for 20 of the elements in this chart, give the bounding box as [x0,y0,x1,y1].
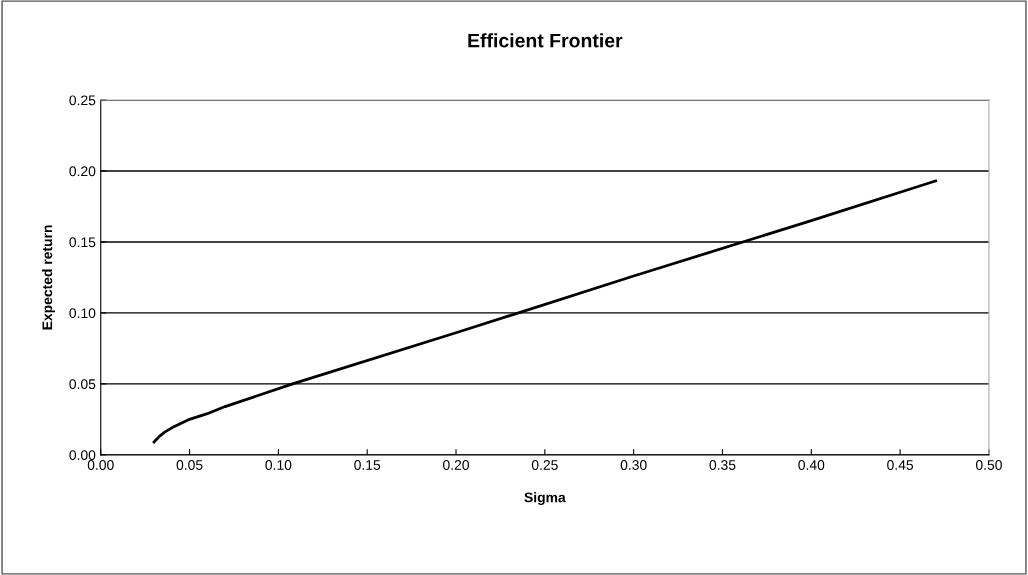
x-tick-label: 0.45 [887,460,914,470]
y-tick-label: 0.20 [69,166,96,177]
x-tick-label: 0.40 [798,460,825,470]
y-tick-label: 0.00 [69,450,96,460]
y-tick-label: 0.15 [69,237,96,248]
y-tick-label: 0.05 [69,379,96,390]
x-tick-label: 0.35 [709,460,736,470]
x-tick-label: 0.10 [265,460,292,470]
chart-title: Efficient Frontier [468,33,623,48]
x-tick-label: 0.50 [975,460,1002,470]
y-tick-label: 0.25 [69,95,96,106]
x-tick-label: 0.15 [354,460,381,470]
x-tick-label: 0.20 [443,460,469,470]
x-tick-label: 0.05 [176,460,203,470]
x-tick-label: 0.25 [531,460,558,470]
x-axis-title: Sigma [524,492,566,506]
y-axis-title: Expected return [42,225,55,330]
x-tick-label: 0.30 [620,460,647,470]
y-tick-label: 0.10 [69,308,96,319]
x-tick-label: 0.00 [87,460,114,470]
